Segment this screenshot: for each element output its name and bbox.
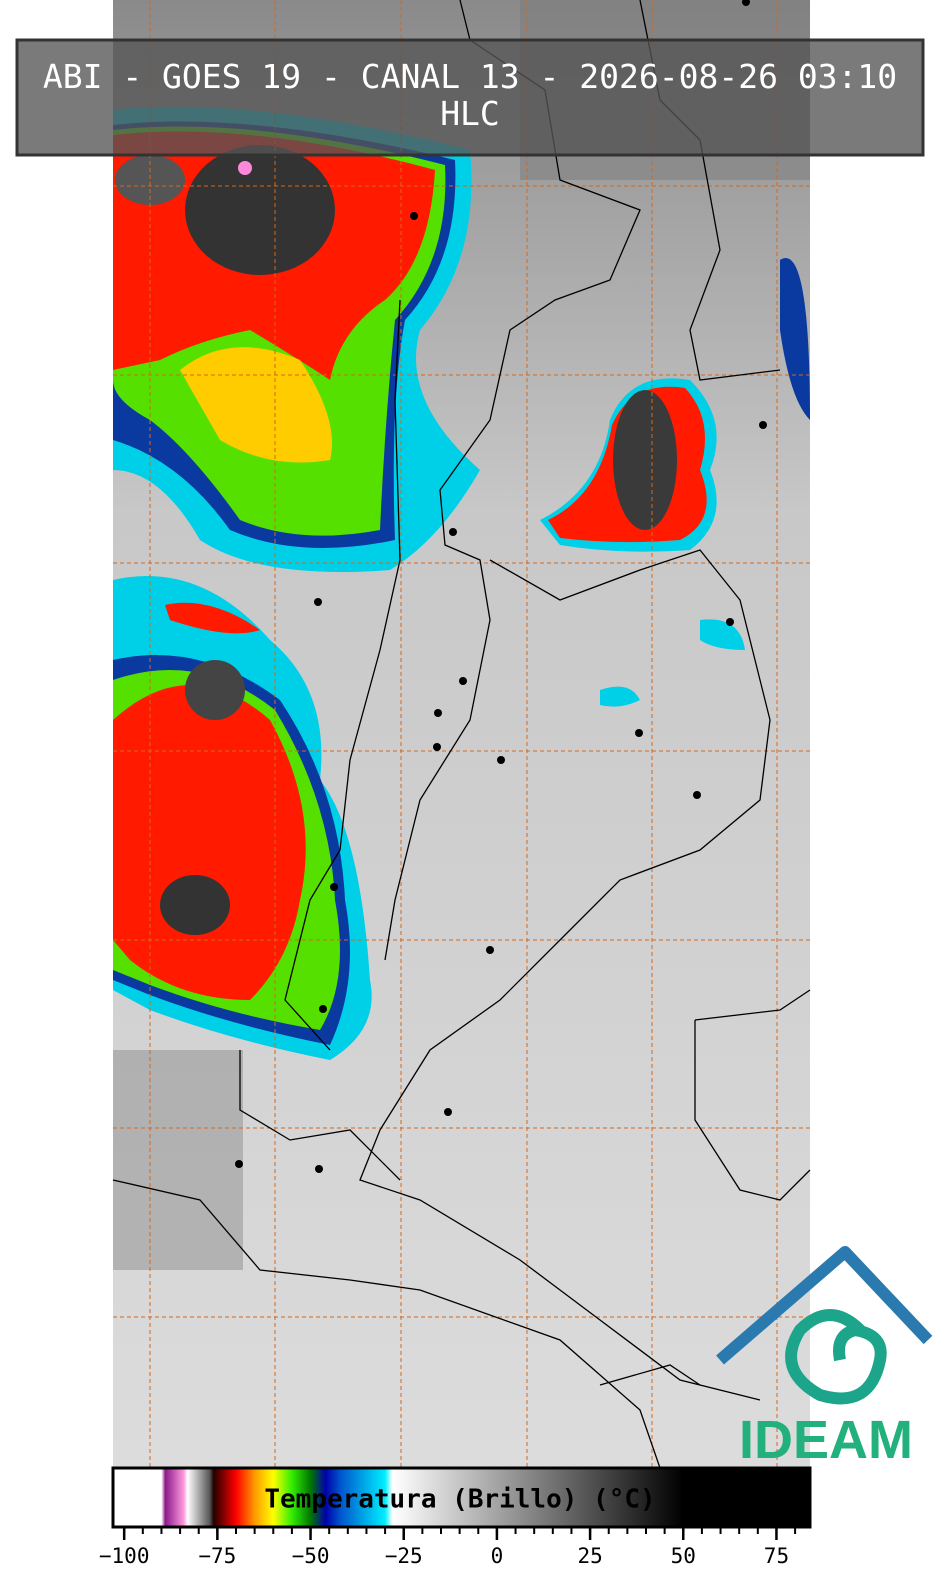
logo: IDEAM	[716, 1246, 933, 1470]
tick-label: −75	[198, 1544, 236, 1568]
satellite-map	[112, 0, 811, 1469]
colorbar: Temperatura (Brillo) (°C) −100 −75 −50 −25 0…	[99, 1466, 812, 1568]
title-box: ABI - GOES 19 - CANAL 13 - 2026-08-26 03…	[15, 38, 925, 157]
tick-label: 25	[577, 1544, 602, 1568]
colorbar-label: Temperatura (Brillo) (°C)	[264, 1485, 655, 1515]
subtitle: HLC	[440, 94, 500, 133]
title: ABI - GOES 19 - CANAL 13 - 2026-08-26 03…	[43, 57, 897, 96]
tick-label: −100	[99, 1544, 150, 1568]
tick-label: −25	[385, 1544, 423, 1568]
logo-text: IDEAM	[739, 1410, 913, 1470]
tick-label: 75	[764, 1544, 789, 1568]
tick-label: 50	[671, 1544, 696, 1568]
tick-label: −50	[292, 1544, 330, 1568]
tick-label: 0	[491, 1544, 504, 1568]
colorbar-scale	[111, 1466, 812, 1529]
